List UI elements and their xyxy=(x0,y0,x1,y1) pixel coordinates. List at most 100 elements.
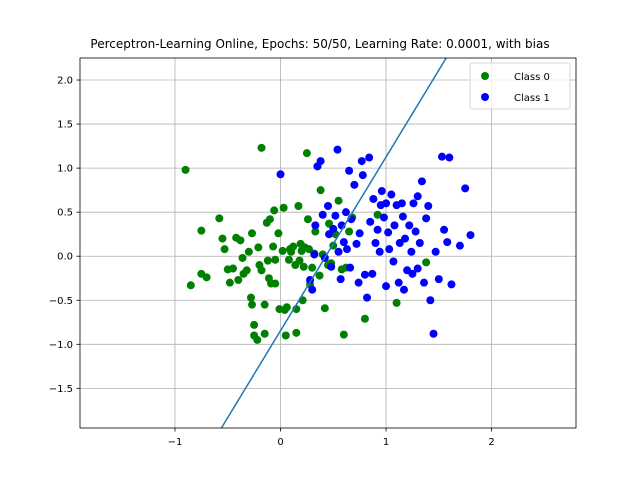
data-point xyxy=(366,217,375,226)
data-point xyxy=(360,314,369,323)
data-point xyxy=(276,170,285,179)
data-point xyxy=(434,275,443,284)
data-point xyxy=(253,335,262,344)
data-point xyxy=(373,225,382,234)
data-point xyxy=(308,263,317,272)
data-point xyxy=(329,224,338,233)
data-point xyxy=(257,266,266,275)
data-point xyxy=(236,236,245,245)
data-point xyxy=(299,262,308,271)
x-axis-ticks: −1 0 1 2 xyxy=(168,428,495,448)
data-point xyxy=(379,213,388,222)
data-point xyxy=(409,199,418,208)
data-point xyxy=(225,278,234,287)
data-point xyxy=(234,276,243,284)
data-point xyxy=(363,293,372,302)
data-point xyxy=(295,256,304,265)
data-point xyxy=(336,275,345,284)
legend-marker xyxy=(481,72,489,80)
x-tick-label: −1 xyxy=(168,437,183,448)
data-point xyxy=(334,247,343,256)
y-tick-label: 0.0 xyxy=(57,252,73,263)
data-point xyxy=(311,227,320,236)
data-point xyxy=(334,196,343,205)
data-point xyxy=(408,269,417,278)
data-point xyxy=(466,231,475,240)
axes-background xyxy=(80,58,576,428)
data-point xyxy=(281,331,290,340)
data-point xyxy=(320,304,329,313)
data-point xyxy=(331,211,340,220)
y-tick-label: 1.0 xyxy=(57,164,73,175)
data-point xyxy=(248,229,257,238)
data-point xyxy=(284,255,293,264)
data-point xyxy=(278,246,287,255)
data-point xyxy=(282,303,291,312)
y-tick-label: 2.0 xyxy=(57,76,73,87)
data-point xyxy=(415,239,424,247)
data-point xyxy=(339,330,348,339)
data-point xyxy=(342,245,351,254)
data-point xyxy=(395,239,404,247)
data-point xyxy=(389,257,398,266)
data-point xyxy=(294,202,303,210)
data-point xyxy=(308,285,317,294)
data-point xyxy=(341,208,350,217)
data-point xyxy=(384,228,393,237)
legend-marker xyxy=(481,93,489,101)
data-point xyxy=(373,210,382,219)
axes-frame xyxy=(79,57,577,429)
data-point xyxy=(417,177,426,186)
data-point xyxy=(382,282,391,291)
data-point xyxy=(358,171,367,180)
data-point xyxy=(422,258,431,267)
data-point xyxy=(257,143,266,152)
data-point xyxy=(357,157,366,166)
data-point xyxy=(440,225,449,234)
data-point xyxy=(345,166,354,175)
data-point xyxy=(316,157,325,166)
data-point xyxy=(354,278,363,287)
data-point xyxy=(324,202,332,210)
data-point xyxy=(260,329,269,338)
data-point xyxy=(413,192,422,201)
data-point xyxy=(248,300,257,309)
data-point xyxy=(250,320,259,329)
data-point xyxy=(422,214,431,223)
data-point xyxy=(375,247,384,256)
data-point xyxy=(292,328,301,337)
y-axis-ticks: −1.5 −1.0 −0.5 0.0 0.5 1.0 1.5 2.0 xyxy=(49,76,80,395)
data-point xyxy=(220,245,229,254)
legend-label: Class 0 xyxy=(514,72,550,83)
data-point xyxy=(387,190,396,199)
legend-label: Class 1 xyxy=(514,93,550,104)
data-point xyxy=(310,250,319,259)
data-point xyxy=(377,187,386,196)
data-point xyxy=(269,242,278,251)
data-point xyxy=(407,247,416,256)
data-point xyxy=(202,273,211,282)
data-point xyxy=(385,245,394,254)
y-tick-label: −1.0 xyxy=(49,340,73,351)
data-point xyxy=(215,214,224,223)
data-point xyxy=(426,296,435,305)
data-point xyxy=(274,229,283,238)
series-class-1 xyxy=(276,145,475,338)
data-point xyxy=(218,234,227,243)
data-point xyxy=(365,153,374,162)
data-point xyxy=(242,266,251,275)
legend: Class 0 Class 1 xyxy=(469,62,571,110)
data-point xyxy=(316,186,325,195)
legend-box xyxy=(469,62,571,110)
data-point xyxy=(405,221,414,230)
y-tick-label: −1.5 xyxy=(49,384,73,395)
data-point xyxy=(397,199,406,208)
x-tick-label: 2 xyxy=(488,437,494,448)
data-point xyxy=(289,242,298,251)
grid-lines xyxy=(80,58,576,428)
data-point xyxy=(355,229,364,238)
data-point xyxy=(327,262,336,271)
data-point xyxy=(254,243,263,252)
data-point xyxy=(424,202,433,210)
data-point xyxy=(461,184,470,193)
